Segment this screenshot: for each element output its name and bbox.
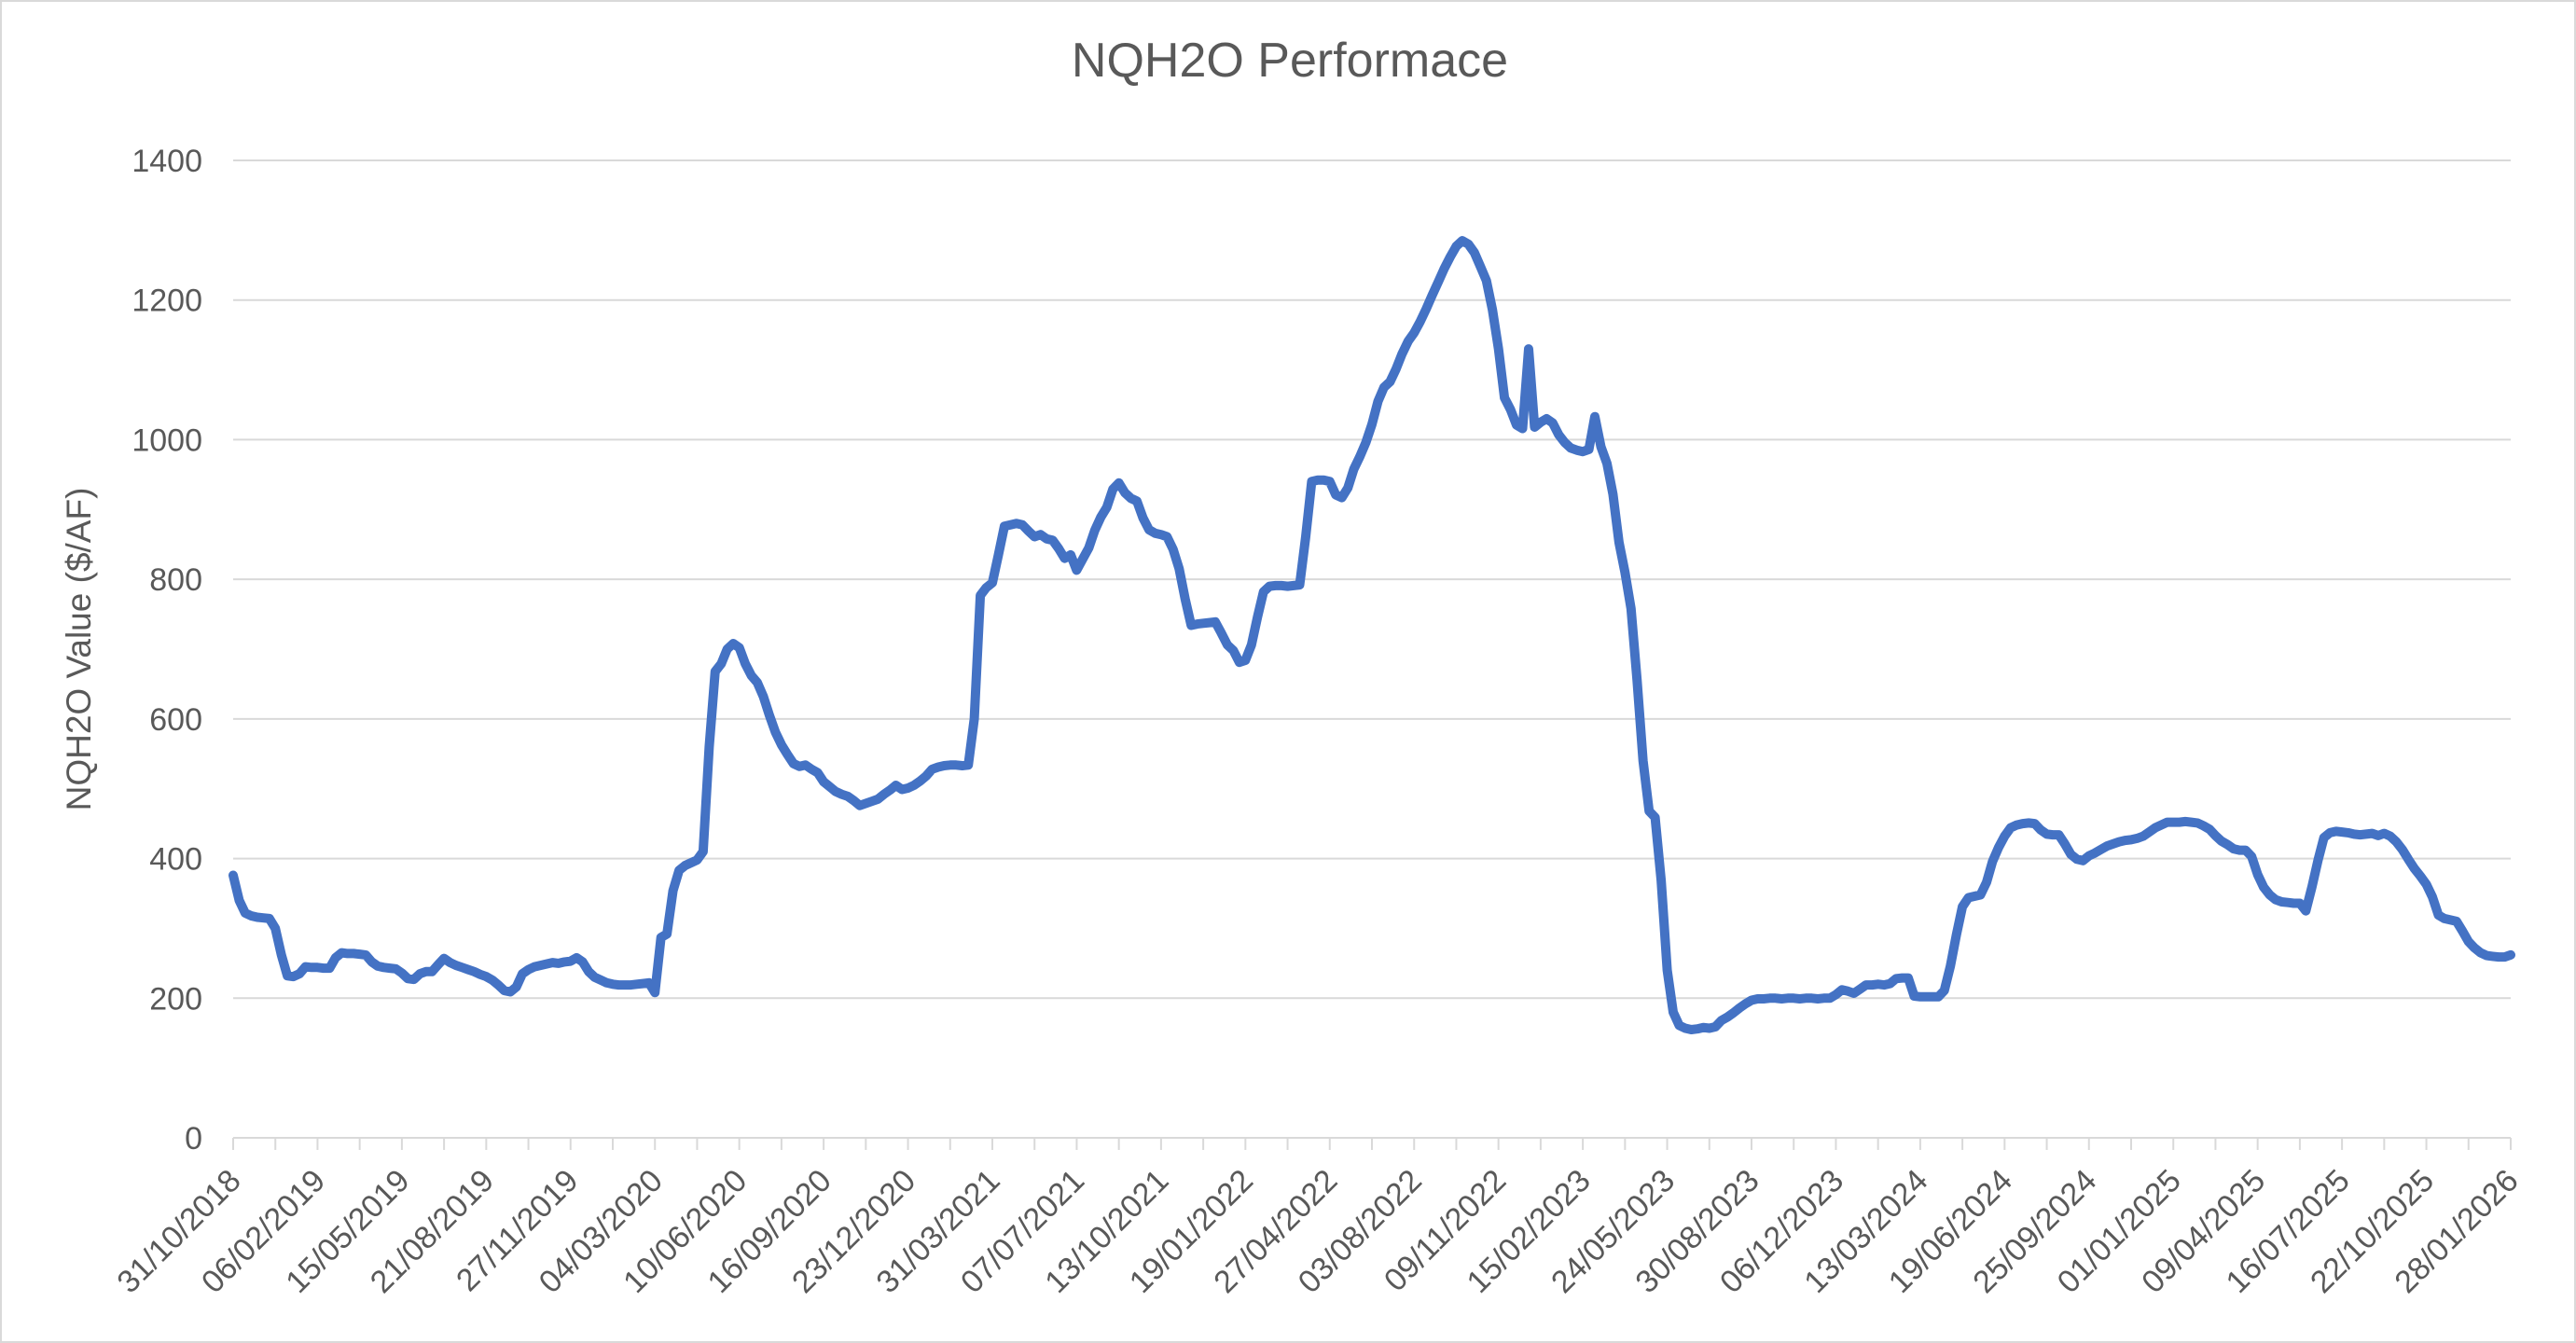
x-tick-labels: 31/10/201806/02/201915/05/201921/08/2019…: [110, 1163, 2525, 1300]
y-tick-label: 1200: [132, 284, 202, 319]
gridlines: [233, 159, 2511, 1139]
y-tick-label: 1400: [132, 144, 202, 179]
y-tick-label: 800: [149, 562, 202, 598]
price-line: [229, 236, 2515, 1034]
y-tick-label: 400: [149, 842, 202, 878]
y-tick-label: 1000: [132, 422, 202, 458]
y-tick-labels: 0 200 400 600 800 1000 1200 1400: [132, 144, 202, 1156]
data-series: [229, 236, 2515, 1034]
y-tick-label: 0: [185, 1121, 202, 1156]
chart-title: NQH2O Performace: [1072, 34, 1508, 88]
x-axis: [232, 1138, 2512, 1150]
y-tick-label: 600: [149, 702, 202, 738]
y-tick-label: 200: [149, 981, 202, 1017]
y-axis-title: NQH2O Value ($/AF): [60, 488, 98, 811]
